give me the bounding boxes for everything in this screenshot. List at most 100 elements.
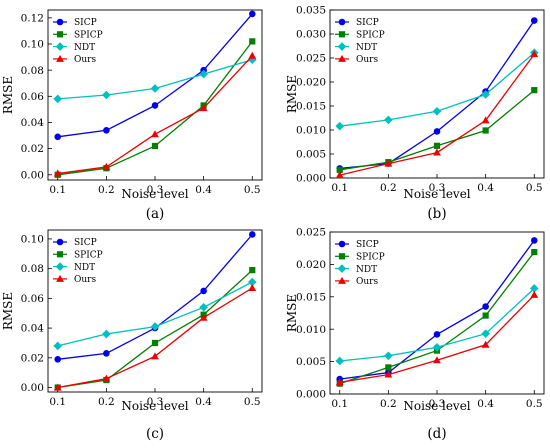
data-point (199, 313, 208, 321)
legend-marker (338, 31, 346, 38)
series-ours (53, 51, 257, 177)
x-tick-label: 0.5 (244, 184, 261, 196)
series-ours (335, 290, 539, 386)
data-point (482, 312, 489, 319)
x-tick-label: 0.2 (98, 396, 115, 408)
legend-marker (56, 238, 64, 246)
data-point (529, 284, 539, 293)
data-point (102, 329, 111, 339)
data-point (248, 51, 257, 59)
chart-panel-d: 0.1 0.2 0.3 0.4 0.5 0.000 0.005 0.010 0.015 0.020… (285, 227, 545, 442)
legend-marker (56, 54, 64, 62)
series-line (57, 287, 253, 389)
legend: SICP SPICP NDT Ours (53, 18, 103, 65)
data-point (249, 38, 256, 45)
y-tick-label: 0.10 (21, 39, 44, 51)
legend-marker (338, 276, 346, 284)
data-point (530, 50, 539, 58)
legend-marker (337, 42, 347, 51)
data-point (384, 370, 393, 378)
data-point (102, 90, 111, 100)
x-tick-label: 0.2 (380, 398, 397, 410)
data-point (384, 159, 393, 167)
data-point (530, 290, 539, 298)
series-ours (53, 283, 257, 391)
series-line (339, 294, 535, 383)
y-tick-label: 0.030 (296, 29, 326, 41)
data-point (53, 383, 62, 391)
panel-label: (a) (146, 206, 165, 222)
data-point (433, 128, 441, 135)
data-point (150, 322, 160, 331)
data-point (531, 248, 538, 256)
legend-marker (338, 253, 346, 260)
data-point (531, 87, 538, 94)
x-axis-label: Noise level (121, 399, 188, 413)
data-point (151, 142, 159, 150)
y-tick-label: 0.005 (296, 149, 326, 161)
data-point (384, 115, 393, 125)
legend-label: SICP (74, 18, 97, 28)
data-point (432, 343, 442, 352)
data-point (481, 329, 490, 339)
y-tick-label: 0.04 (21, 117, 45, 129)
data-point (384, 351, 393, 361)
legend-marker (337, 264, 347, 273)
legend-marker (55, 262, 65, 271)
y-tick-label: 0.08 (21, 263, 44, 275)
data-point (433, 356, 441, 364)
data-point (150, 84, 160, 93)
data-point (481, 90, 490, 99)
x-tick-label: 0.2 (98, 184, 115, 196)
data-point (200, 287, 207, 295)
legend-marker (56, 18, 64, 26)
data-point (247, 277, 257, 287)
panel-label: (b) (427, 206, 446, 222)
y-tick-label: 0.020 (296, 77, 326, 89)
x-tick-label: 0.3 (147, 184, 164, 196)
data-point (433, 331, 441, 338)
y-tick-label: 0.025 (296, 53, 326, 65)
y-tick-label: 0.06 (21, 293, 45, 305)
data-point (248, 10, 256, 18)
data-point (482, 303, 489, 310)
x-tick-label: 0.1 (49, 184, 66, 196)
data-point (53, 341, 63, 351)
legend-marker (338, 240, 346, 248)
data-point (336, 166, 343, 173)
series-line (57, 55, 253, 175)
y-tick-label: 0.00 (21, 382, 44, 394)
legend-label: SICP (74, 238, 97, 248)
x-tick-label: 0.1 (331, 182, 348, 194)
legend-label: NDT (74, 263, 95, 273)
data-point (199, 302, 208, 312)
legend: SICP SPICP NDT Ours (335, 240, 385, 287)
legend-label: NDT (356, 265, 377, 275)
data-point (433, 142, 441, 149)
panel-label: (c) (146, 426, 164, 442)
legend-label: Ours (356, 55, 378, 65)
y-tick-label: 0.06 (21, 91, 45, 103)
y-tick-label: 0.08 (21, 65, 44, 77)
chart-panel-a: 0.1 0.2 0.3 0.4 0.5 0.00 0.02 0.04 0.06 0.08 0.10 0… (1, 9, 263, 222)
data-point (335, 121, 345, 131)
y-axis-label: RMSE (1, 76, 15, 114)
legend-label: SPICP (74, 31, 103, 41)
data-point (530, 17, 538, 24)
legend-label: NDT (356, 43, 377, 53)
chart-panel-c: 0.1 0.2 0.3 0.4 0.5 0.00 0.02 0.04 0.06 0.08 0.10 N… (1, 229, 263, 442)
y-axis-label: RMSE (285, 75, 299, 113)
series-ndt (53, 277, 257, 351)
data-point (433, 148, 441, 156)
data-point (335, 356, 345, 366)
legend-marker (338, 18, 346, 26)
y-tick-label: 0.005 (296, 356, 326, 368)
legend-label: NDT (74, 43, 95, 53)
data-point (248, 283, 257, 291)
series-ndt (53, 55, 257, 104)
y-tick-label: 0.000 (296, 389, 326, 401)
data-point (335, 378, 344, 386)
data-point (530, 237, 538, 244)
x-tick-label: 0.5 (526, 398, 543, 410)
y-tick-label: 0.00 (21, 169, 44, 181)
